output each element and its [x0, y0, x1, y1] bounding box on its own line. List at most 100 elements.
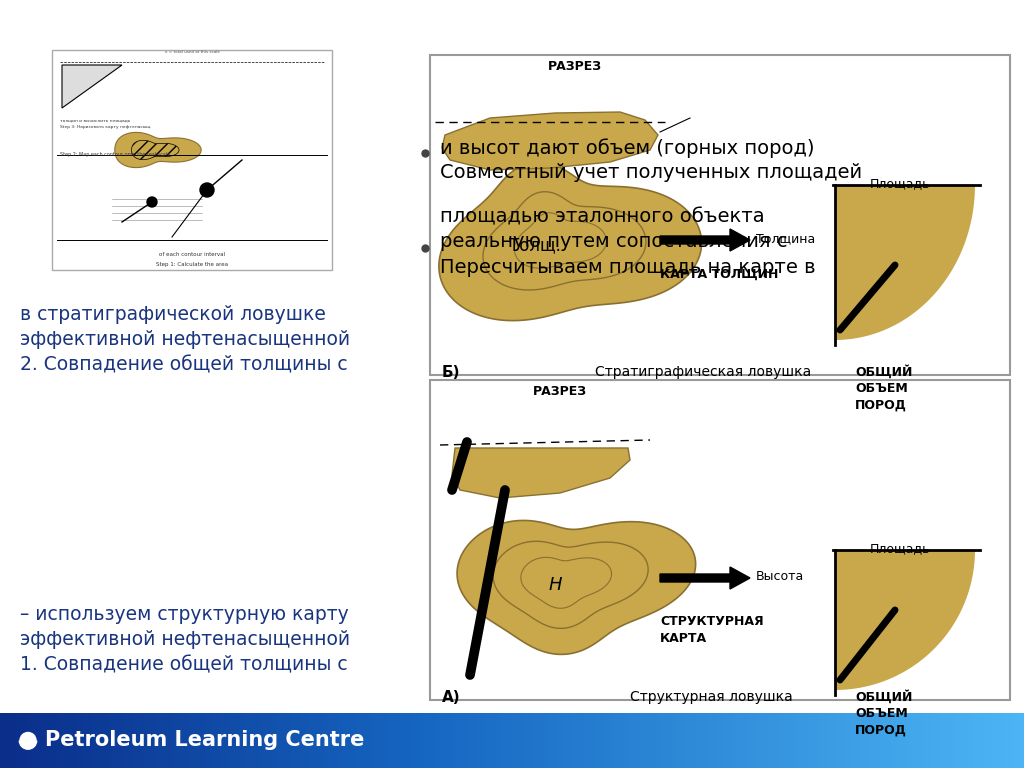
Bar — [317, 713, 324, 768]
Bar — [799, 713, 805, 768]
Bar — [502, 713, 508, 768]
Bar — [456, 713, 462, 768]
Bar — [338, 713, 344, 768]
Bar — [906, 713, 912, 768]
Bar — [886, 713, 892, 768]
Bar — [26, 713, 32, 768]
Bar — [404, 713, 411, 768]
Bar — [732, 713, 738, 768]
Bar — [451, 713, 457, 768]
Bar — [681, 713, 687, 768]
Bar — [922, 713, 928, 768]
Bar — [0, 713, 6, 768]
Bar — [911, 713, 918, 768]
Polygon shape — [835, 185, 975, 340]
Bar — [236, 713, 242, 768]
Bar — [415, 713, 421, 768]
Text: Площадь: Площадь — [869, 177, 930, 190]
Bar — [389, 713, 395, 768]
Bar — [179, 713, 185, 768]
Bar — [701, 713, 708, 768]
Bar — [927, 713, 933, 768]
Bar — [660, 713, 667, 768]
Bar — [292, 713, 298, 768]
Text: Б): Б) — [442, 365, 461, 380]
Bar — [604, 713, 610, 768]
Bar — [476, 713, 482, 768]
Bar — [154, 713, 160, 768]
Bar — [138, 713, 144, 768]
Bar — [430, 713, 436, 768]
Bar — [113, 713, 119, 768]
Bar — [640, 713, 646, 768]
Bar — [860, 713, 866, 768]
Bar — [287, 713, 293, 768]
Circle shape — [200, 183, 214, 197]
Bar — [445, 713, 452, 768]
Bar — [486, 713, 493, 768]
Bar — [768, 713, 774, 768]
Bar — [589, 713, 595, 768]
Bar — [169, 713, 175, 768]
Bar — [819, 713, 825, 768]
Bar — [302, 713, 308, 768]
Text: эффективной нефтенасыщенной: эффективной нефтенасыщенной — [20, 630, 350, 649]
Bar — [343, 713, 349, 768]
Text: Совместный учет полученных площадей: Совместный учет полученных площадей — [440, 163, 862, 182]
Polygon shape — [452, 448, 630, 498]
Bar — [558, 713, 564, 768]
Bar — [364, 713, 370, 768]
Bar — [584, 713, 590, 768]
Text: Стратиграфическая ловушка: Стратиграфическая ловушка — [595, 365, 811, 379]
Text: of each contour interval: of each contour interval — [159, 252, 225, 257]
Bar — [968, 713, 974, 768]
Bar — [650, 713, 656, 768]
Bar — [824, 713, 830, 768]
FancyArrow shape — [660, 229, 750, 251]
Bar — [466, 713, 472, 768]
Bar — [92, 713, 98, 768]
Polygon shape — [439, 162, 701, 320]
Bar — [312, 713, 318, 768]
Polygon shape — [457, 521, 695, 654]
Bar — [1019, 713, 1024, 768]
Bar — [937, 713, 943, 768]
Bar — [753, 713, 759, 768]
Bar — [481, 713, 487, 768]
FancyArrow shape — [660, 567, 750, 589]
Bar — [31, 713, 37, 768]
Bar — [809, 713, 815, 768]
Bar — [916, 713, 923, 768]
Bar — [1004, 713, 1010, 768]
Bar — [707, 713, 713, 768]
Bar — [773, 713, 779, 768]
Bar — [594, 713, 600, 768]
Text: Толщ.: Толщ. — [509, 236, 561, 254]
Bar — [266, 713, 272, 768]
Bar — [148, 713, 155, 768]
Bar — [15, 713, 22, 768]
Polygon shape — [442, 112, 658, 170]
Bar — [804, 713, 810, 768]
Bar — [635, 713, 641, 768]
Text: А): А) — [442, 690, 461, 705]
Text: Step 1: Calculate the area: Step 1: Calculate the area — [156, 262, 228, 267]
Bar — [61, 713, 68, 768]
Text: реальную путем сопоставления с: реальную путем сопоставления с — [440, 232, 787, 251]
Bar — [425, 713, 431, 768]
Bar — [123, 713, 129, 768]
Polygon shape — [835, 550, 975, 690]
Bar — [532, 713, 539, 768]
Bar — [435, 713, 441, 768]
Text: 2. Совпадение общей толщины с: 2. Совпадение общей толщины с — [20, 355, 347, 374]
Bar — [261, 713, 267, 768]
Bar — [988, 713, 994, 768]
Bar — [527, 713, 534, 768]
Bar — [865, 713, 871, 768]
Bar — [87, 713, 93, 768]
Bar — [430, 380, 1010, 700]
Bar — [794, 713, 800, 768]
Bar — [174, 713, 180, 768]
Bar — [625, 713, 631, 768]
Bar — [691, 713, 697, 768]
